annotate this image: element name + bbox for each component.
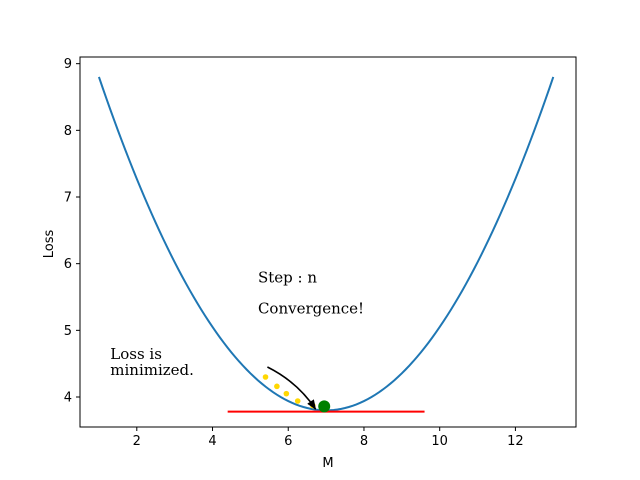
annotation-step: Step : n: [258, 268, 317, 286]
convergence-arrow: [267, 366, 317, 410]
step-point: [294, 398, 301, 404]
x-tick-label: 2: [133, 434, 141, 449]
annotation-loss1: Loss is: [110, 345, 162, 363]
x-axis-label: M: [322, 456, 333, 471]
step-point: [283, 390, 290, 397]
converged-point: [318, 400, 331, 413]
annotation-loss2: minimized.: [110, 361, 194, 379]
y-tick-label: 6: [64, 257, 72, 272]
y-axis-label: Loss: [42, 230, 57, 259]
x-tick-label: 8: [360, 434, 368, 449]
y-tick-label: 8: [64, 124, 72, 139]
x-tick-label: 12: [507, 434, 524, 449]
x-tick-label: 10: [431, 434, 448, 449]
y-tick-label: 7: [64, 191, 72, 206]
y-tick-label: 9: [64, 57, 72, 72]
plot-frame: [79, 56, 577, 428]
step-point: [274, 383, 280, 390]
y-tick-label: 5: [64, 324, 72, 339]
x-tick-label: 6: [284, 434, 292, 449]
x-tick-label: 4: [208, 434, 216, 449]
y-tick-label: 4: [64, 391, 72, 406]
step-point: [262, 374, 269, 380]
annotation-convergence: Convergence!: [258, 300, 364, 318]
